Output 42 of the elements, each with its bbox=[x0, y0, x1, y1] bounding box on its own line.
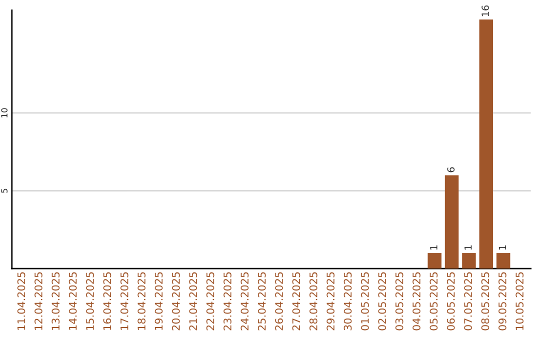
x-tick-label: 13.04.2025 bbox=[52, 272, 60, 330]
x-tick-label: 09.05.2025 bbox=[498, 272, 506, 330]
x-tick-label: 14.04.2025 bbox=[68, 272, 77, 330]
x-tick-label: 07.05.2025 bbox=[464, 272, 472, 330]
data-label: 6 bbox=[447, 167, 455, 172]
x-tick-label: 30.04.2025 bbox=[344, 272, 352, 330]
data-label: 16 bbox=[482, 5, 489, 16]
x-tick-label: 18.04.2025 bbox=[138, 272, 146, 330]
x-tick-label: 16.04.2025 bbox=[103, 272, 112, 330]
x-tick-label: 17.04.2025 bbox=[120, 272, 128, 330]
bar bbox=[462, 253, 476, 269]
x-tick-label: 12.04.2025 bbox=[34, 272, 42, 330]
x-tick-label: 03.05.2025 bbox=[395, 272, 404, 330]
data-label: 1 bbox=[498, 245, 506, 250]
bar bbox=[496, 253, 510, 269]
x-tick-label: 08.05.2025 bbox=[481, 272, 490, 330]
bar bbox=[428, 253, 442, 269]
x-tick-label: 04.05.2025 bbox=[412, 272, 420, 330]
x-tick-label: 23.04.2025 bbox=[224, 272, 232, 330]
x-tick-label: 10.05.2025 bbox=[516, 272, 524, 330]
x-tick-label: 22.04.2025 bbox=[206, 272, 214, 330]
y-tick-label: 10 bbox=[1, 108, 8, 118]
bar bbox=[444, 175, 459, 269]
x-tick-label: 24.04.2025 bbox=[240, 272, 249, 330]
x-tick-label: 15.04.2025 bbox=[86, 272, 94, 330]
x-tick-label: 02.05.2025 bbox=[378, 272, 386, 330]
x-tick-label: 29.04.2025 bbox=[326, 272, 335, 330]
data-label: 1 bbox=[430, 245, 438, 250]
x-tick-label: 25.04.2025 bbox=[258, 272, 266, 330]
x-tick-label: 21.04.2025 bbox=[189, 272, 198, 330]
x-tick-label: 11.04.2025 bbox=[17, 272, 26, 330]
x-tick-label: 01.05.2025 bbox=[361, 272, 369, 330]
bar bbox=[479, 20, 494, 269]
y-tick-label: 5 bbox=[1, 188, 8, 193]
x-tick-label: 27.04.2025 bbox=[292, 272, 300, 330]
x-tick-label: 06.05.2025 bbox=[446, 272, 455, 330]
x-tick-label: 19.04.2025 bbox=[154, 272, 163, 330]
x-tick-label: 26.04.2025 bbox=[275, 272, 283, 330]
x-tick-label: 28.04.2025 bbox=[309, 272, 318, 330]
data-label: 1 bbox=[464, 245, 472, 250]
x-tick-label: 20.04.2025 bbox=[172, 272, 180, 330]
x-tick-label: 05.05.2025 bbox=[430, 272, 438, 330]
